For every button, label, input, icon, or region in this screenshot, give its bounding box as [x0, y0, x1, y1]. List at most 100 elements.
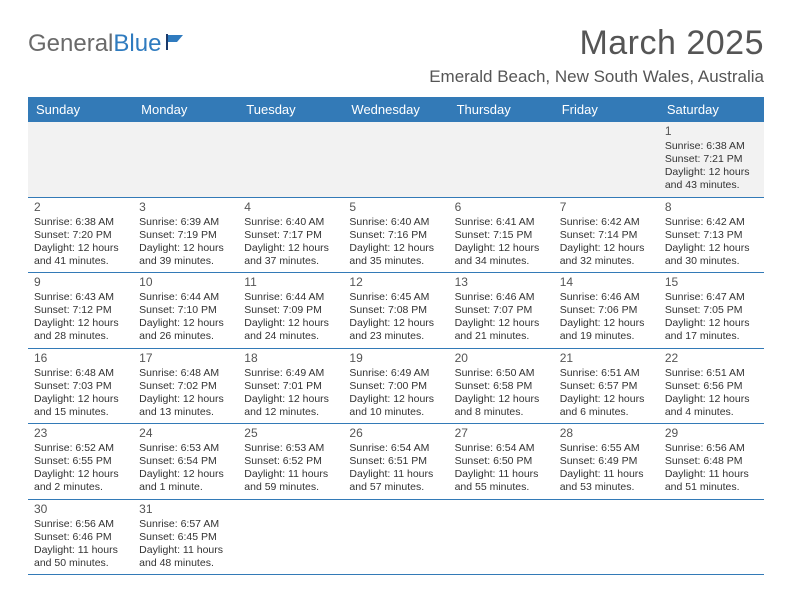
daylight-text: Daylight: 11 hours and 57 minutes.	[349, 468, 442, 494]
daylight-text: Daylight: 12 hours and 17 minutes.	[665, 317, 758, 343]
daylight-text: Daylight: 11 hours and 55 minutes.	[455, 468, 548, 494]
sunrise-text: Sunrise: 6:43 AM	[34, 291, 127, 304]
day-cell: 23Sunrise: 6:52 AMSunset: 6:55 PMDayligh…	[28, 424, 133, 499]
day-number: 3	[139, 200, 232, 215]
week-row: 30Sunrise: 6:56 AMSunset: 6:46 PMDayligh…	[28, 500, 764, 576]
day-cell: 8Sunrise: 6:42 AMSunset: 7:13 PMDaylight…	[659, 198, 764, 273]
day-cell: 31Sunrise: 6:57 AMSunset: 6:45 PMDayligh…	[133, 500, 238, 575]
day-number: 8	[665, 200, 758, 215]
sunset-text: Sunset: 6:48 PM	[665, 455, 758, 468]
sunset-text: Sunset: 7:09 PM	[244, 304, 337, 317]
weekday-header: Thursday	[449, 97, 554, 122]
logo-word2: Blue	[113, 30, 161, 58]
day-number: 21	[560, 351, 653, 366]
weekday-header: Wednesday	[343, 97, 448, 122]
day-number: 9	[34, 275, 127, 290]
sunset-text: Sunset: 7:12 PM	[34, 304, 127, 317]
week-row: 16Sunrise: 6:48 AMSunset: 7:03 PMDayligh…	[28, 349, 764, 425]
day-cell: 1Sunrise: 6:38 AMSunset: 7:21 PMDaylight…	[659, 122, 764, 197]
sunset-text: Sunset: 7:16 PM	[349, 229, 442, 242]
day-number: 19	[349, 351, 442, 366]
daylight-text: Daylight: 12 hours and 39 minutes.	[139, 242, 232, 268]
day-number: 12	[349, 275, 442, 290]
daylight-text: Daylight: 12 hours and 15 minutes.	[34, 393, 127, 419]
sunset-text: Sunset: 6:56 PM	[665, 380, 758, 393]
weekday-header: Sunday	[28, 97, 133, 122]
day-cell: 7Sunrise: 6:42 AMSunset: 7:14 PMDaylight…	[554, 198, 659, 273]
day-number: 15	[665, 275, 758, 290]
sunrise-text: Sunrise: 6:46 AM	[455, 291, 548, 304]
daylight-text: Daylight: 12 hours and 1 minute.	[139, 468, 232, 494]
week-row: 1Sunrise: 6:38 AMSunset: 7:21 PMDaylight…	[28, 122, 764, 198]
day-cell	[133, 122, 238, 197]
day-cell: 10Sunrise: 6:44 AMSunset: 7:10 PMDayligh…	[133, 273, 238, 348]
daylight-text: Daylight: 12 hours and 23 minutes.	[349, 317, 442, 343]
sunrise-text: Sunrise: 6:42 AM	[560, 216, 653, 229]
month-title: March 2025	[429, 24, 764, 63]
day-cell	[343, 122, 448, 197]
sunset-text: Sunset: 7:17 PM	[244, 229, 337, 242]
daylight-text: Daylight: 12 hours and 21 minutes.	[455, 317, 548, 343]
daylight-text: Daylight: 12 hours and 28 minutes.	[34, 317, 127, 343]
daylight-text: Daylight: 12 hours and 24 minutes.	[244, 317, 337, 343]
sunrise-text: Sunrise: 6:39 AM	[139, 216, 232, 229]
day-number: 1	[665, 124, 758, 139]
weekday-header: Monday	[133, 97, 238, 122]
sunrise-text: Sunrise: 6:57 AM	[139, 518, 232, 531]
sunset-text: Sunset: 7:20 PM	[34, 229, 127, 242]
logo-flag-icon	[165, 33, 187, 51]
sunset-text: Sunset: 7:07 PM	[455, 304, 548, 317]
day-number: 29	[665, 426, 758, 441]
daylight-text: Daylight: 11 hours and 59 minutes.	[244, 468, 337, 494]
day-number: 20	[455, 351, 548, 366]
sunrise-text: Sunrise: 6:54 AM	[455, 442, 548, 455]
sunrise-text: Sunrise: 6:56 AM	[665, 442, 758, 455]
day-cell	[449, 500, 554, 575]
daylight-text: Daylight: 12 hours and 19 minutes.	[560, 317, 653, 343]
sunrise-text: Sunrise: 6:56 AM	[34, 518, 127, 531]
day-cell: 22Sunrise: 6:51 AMSunset: 6:56 PMDayligh…	[659, 349, 764, 424]
week-row: 23Sunrise: 6:52 AMSunset: 6:55 PMDayligh…	[28, 424, 764, 500]
daylight-text: Daylight: 12 hours and 26 minutes.	[139, 317, 232, 343]
day-number: 7	[560, 200, 653, 215]
sunrise-text: Sunrise: 6:50 AM	[455, 367, 548, 380]
day-cell	[554, 500, 659, 575]
sunrise-text: Sunrise: 6:49 AM	[244, 367, 337, 380]
calendar-grid: SundayMondayTuesdayWednesdayThursdayFrid…	[28, 97, 764, 575]
week-row: 2Sunrise: 6:38 AMSunset: 7:20 PMDaylight…	[28, 198, 764, 274]
sunset-text: Sunset: 7:02 PM	[139, 380, 232, 393]
sunset-text: Sunset: 7:14 PM	[560, 229, 653, 242]
day-cell	[343, 500, 448, 575]
top-bar: General Blue March 2025 Emerald Beach, N…	[28, 24, 764, 87]
calendar-page: General Blue March 2025 Emerald Beach, N…	[0, 0, 792, 575]
daylight-text: Daylight: 11 hours and 50 minutes.	[34, 544, 127, 570]
sunrise-text: Sunrise: 6:53 AM	[244, 442, 337, 455]
sunrise-text: Sunrise: 6:41 AM	[455, 216, 548, 229]
day-cell: 3Sunrise: 6:39 AMSunset: 7:19 PMDaylight…	[133, 198, 238, 273]
sunrise-text: Sunrise: 6:51 AM	[560, 367, 653, 380]
daylight-text: Daylight: 12 hours and 32 minutes.	[560, 242, 653, 268]
day-cell: 6Sunrise: 6:41 AMSunset: 7:15 PMDaylight…	[449, 198, 554, 273]
daylight-text: Daylight: 12 hours and 43 minutes.	[665, 166, 758, 192]
day-number: 24	[139, 426, 232, 441]
sunrise-text: Sunrise: 6:44 AM	[139, 291, 232, 304]
sunset-text: Sunset: 6:50 PM	[455, 455, 548, 468]
day-cell: 15Sunrise: 6:47 AMSunset: 7:05 PMDayligh…	[659, 273, 764, 348]
day-number: 31	[139, 502, 232, 517]
day-number: 27	[455, 426, 548, 441]
sunrise-text: Sunrise: 6:42 AM	[665, 216, 758, 229]
logo: General Blue	[28, 24, 187, 58]
day-number: 6	[455, 200, 548, 215]
sunset-text: Sunset: 6:51 PM	[349, 455, 442, 468]
daylight-text: Daylight: 12 hours and 41 minutes.	[34, 242, 127, 268]
day-number: 11	[244, 275, 337, 290]
title-block: March 2025 Emerald Beach, New South Wale…	[429, 24, 764, 87]
sunrise-text: Sunrise: 6:38 AM	[665, 140, 758, 153]
daylight-text: Daylight: 12 hours and 8 minutes.	[455, 393, 548, 419]
day-number: 14	[560, 275, 653, 290]
daylight-text: Daylight: 11 hours and 48 minutes.	[139, 544, 232, 570]
sunset-text: Sunset: 6:52 PM	[244, 455, 337, 468]
day-number: 28	[560, 426, 653, 441]
day-number: 26	[349, 426, 442, 441]
daylight-text: Daylight: 12 hours and 4 minutes.	[665, 393, 758, 419]
